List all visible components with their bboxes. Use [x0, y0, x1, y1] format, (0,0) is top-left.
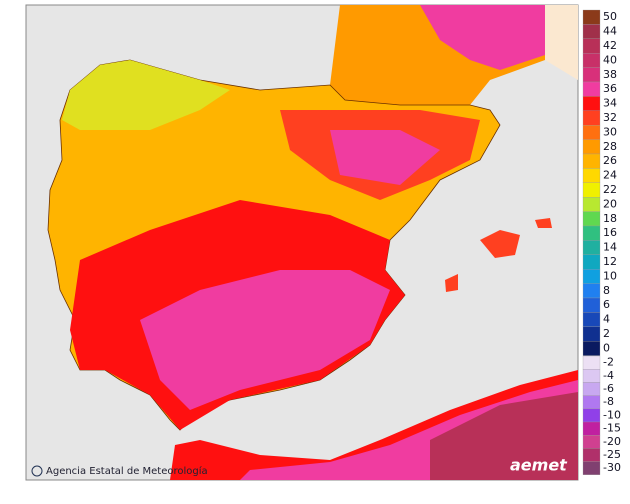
- legend-swatch: [582, 269, 601, 284]
- legend-swatch: [582, 341, 601, 356]
- south-hotter: [140, 270, 390, 410]
- legend-swatch: [582, 355, 601, 370]
- legend-swatch: [582, 139, 601, 155]
- legend-swatch: [582, 435, 601, 449]
- legend-label: 26: [603, 154, 617, 167]
- legend-swatch: [582, 168, 601, 183]
- legend-swatch: [582, 153, 601, 169]
- legend-label: 44: [603, 25, 617, 38]
- legend-label: 2: [603, 327, 610, 340]
- legend-swatch: [582, 96, 601, 111]
- mallorca: [480, 230, 520, 258]
- credit: Agencia Estatal de Meteorología: [46, 465, 208, 477]
- legend-label: -2: [603, 356, 614, 369]
- legend-label: 32: [603, 111, 617, 124]
- legend-label: 38: [603, 68, 617, 81]
- legend-swatch: [582, 110, 601, 126]
- legend-label: -6: [603, 382, 614, 395]
- legend-swatch: [582, 395, 601, 409]
- legend-label: 42: [603, 39, 617, 52]
- legend-label: 50: [603, 10, 617, 23]
- legend-label: 36: [603, 82, 617, 95]
- legend-label: 6: [603, 298, 610, 311]
- legend-swatch: [582, 297, 601, 313]
- legend-swatch: [582, 9, 601, 25]
- legend-label: 24: [603, 169, 617, 182]
- legend-swatch: [582, 211, 601, 227]
- legend-label: -8: [603, 395, 614, 408]
- legend-swatch: [582, 38, 601, 54]
- legend-swatch: [582, 81, 601, 97]
- north-cool: [62, 60, 230, 130]
- legend-swatch: [582, 197, 601, 212]
- legend-swatch: [582, 421, 601, 436]
- africa-hotter: [430, 392, 578, 480]
- legend-label: 34: [603, 97, 617, 110]
- logo: aemet: [510, 456, 568, 475]
- legend-swatch: [582, 326, 601, 342]
- legend-label: 18: [603, 212, 617, 225]
- legend-swatch: [582, 24, 601, 39]
- legend-swatch: [582, 67, 601, 83]
- legend-swatch: [582, 240, 601, 255]
- legend-label: 4: [603, 313, 610, 326]
- legend-label: -4: [603, 369, 614, 382]
- copyright-icon: [31, 465, 43, 477]
- legend-label: -25: [603, 448, 621, 461]
- ibiza: [445, 274, 458, 292]
- legend-swatch: [582, 461, 601, 475]
- legend-swatch: [582, 312, 601, 327]
- legend-label: 40: [603, 53, 617, 66]
- legend-label: 12: [603, 255, 617, 268]
- legend-label: 10: [603, 269, 617, 282]
- legend-label: 8: [603, 284, 610, 297]
- legend-swatch: [582, 369, 601, 383]
- legend-swatch: [582, 283, 601, 299]
- legend-label: 16: [603, 226, 617, 239]
- legend-label: 28: [603, 140, 617, 153]
- menorca: [535, 218, 552, 228]
- france-hot: [420, 5, 545, 70]
- legend-swatch: [582, 382, 601, 396]
- outside-area: [545, 5, 578, 80]
- legend-label: -15: [603, 422, 621, 435]
- legend-swatch: [582, 408, 601, 423]
- legend-label: -30: [603, 461, 621, 474]
- legend-label: 14: [603, 241, 617, 254]
- legend-label: 22: [603, 183, 617, 196]
- legend: 5044424038363432302826242220181614121086…: [582, 9, 621, 475]
- legend-swatch: [582, 182, 601, 198]
- legend-swatch: [582, 225, 601, 241]
- legend-swatch: [582, 125, 601, 140]
- ebro-hotter: [330, 130, 440, 185]
- legend-swatch: [582, 53, 601, 68]
- legend-label: 20: [603, 197, 617, 210]
- legend-label: -20: [603, 435, 621, 448]
- legend-swatch: [582, 254, 601, 270]
- legend-label: -10: [603, 408, 621, 421]
- legend-swatch: [582, 448, 601, 462]
- legend-label: 30: [603, 125, 617, 138]
- legend-label: 0: [603, 341, 610, 354]
